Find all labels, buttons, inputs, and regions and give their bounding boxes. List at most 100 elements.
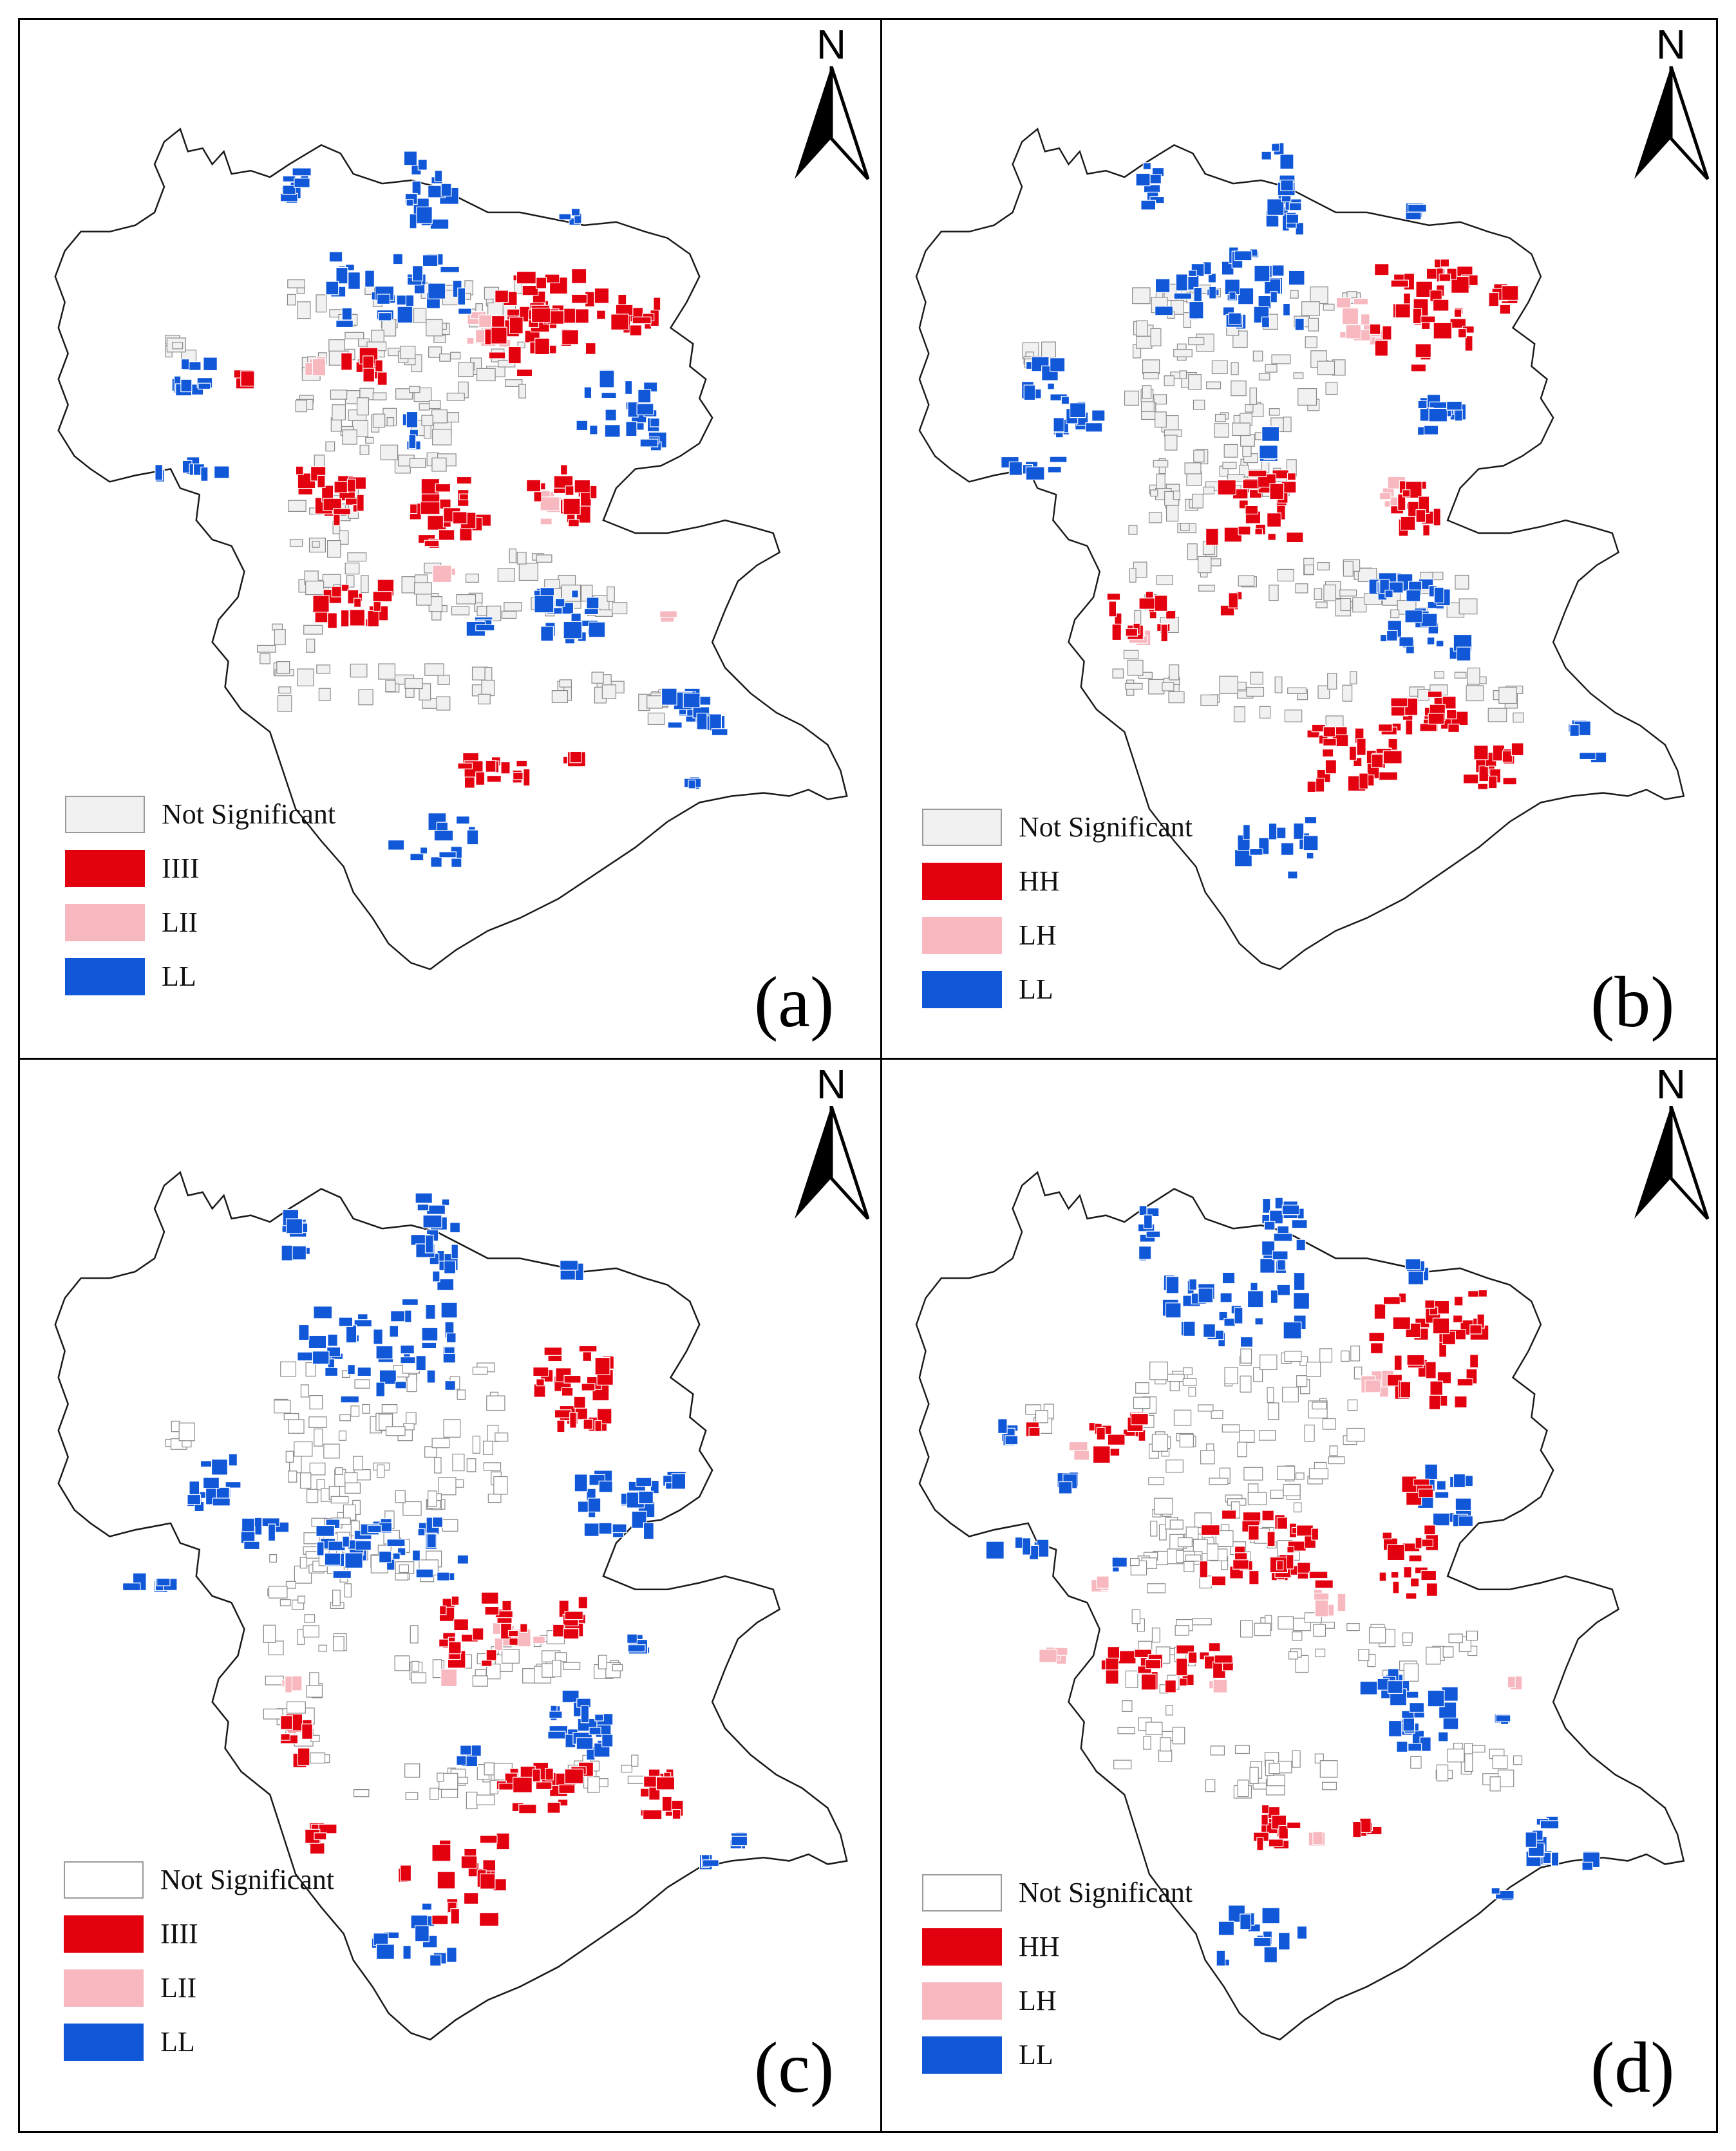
parcel-ll	[560, 1260, 579, 1271]
parcel-ns	[309, 1395, 323, 1410]
parcel-ns	[263, 1624, 276, 1643]
parcel-ns	[1251, 403, 1264, 417]
parcel-ns	[288, 1470, 297, 1483]
parcel-ns	[1205, 1779, 1216, 1792]
parcel-lh	[1096, 1575, 1109, 1589]
parcel-ll	[325, 281, 339, 296]
parcel-ll	[409, 213, 417, 229]
parcel-ll	[1280, 180, 1294, 191]
parcel-ns	[631, 1754, 639, 1767]
parcel-ll	[475, 624, 495, 632]
parcel-hh	[1228, 592, 1239, 608]
parcel-ll	[636, 1477, 652, 1487]
parcel-ll	[421, 1902, 433, 1911]
parcel-lh	[466, 337, 475, 345]
parcel-ll	[225, 1481, 241, 1489]
parcel-ll	[411, 1550, 421, 1561]
parcel-hh	[312, 595, 330, 614]
parcel-ns	[342, 429, 357, 445]
parcel-ll	[1085, 422, 1103, 433]
parcel-ll	[440, 1302, 458, 1319]
parcel-ll	[1272, 1250, 1288, 1261]
parcel-ns	[1466, 685, 1484, 702]
parcel-ns	[344, 1482, 361, 1494]
parcel-ns	[1179, 1434, 1194, 1448]
parcel-ll	[580, 1705, 590, 1724]
parcel-ns	[172, 342, 184, 350]
parcel-ns	[1214, 414, 1226, 422]
north-letter: N	[816, 21, 847, 68]
north-arrow-icon	[1634, 1106, 1710, 1220]
parcel-ll	[1581, 1861, 1594, 1871]
parcel-ns	[1346, 291, 1357, 299]
north-arrow: N	[789, 1064, 873, 1231]
parcel-ns	[587, 1776, 600, 1793]
parcel-ll	[1405, 1258, 1421, 1270]
parcel-ll	[392, 253, 404, 265]
north-letter: N	[816, 1061, 847, 1107]
parcel-hh	[535, 1781, 552, 1790]
parcel-hh	[632, 316, 652, 324]
parcel-ll	[1025, 466, 1045, 481]
parcel-lh	[1212, 1678, 1228, 1693]
parcel-ll	[1173, 292, 1193, 300]
parcel-lh	[1039, 1649, 1057, 1663]
parcel-ll	[292, 167, 312, 176]
parcel-hh	[1160, 624, 1168, 643]
parcel-ns	[428, 346, 442, 358]
parcel-hh	[563, 498, 581, 515]
parcel-ll	[375, 1944, 395, 1960]
parcel-ns	[1210, 1745, 1225, 1756]
parcel-ll	[1218, 1921, 1235, 1936]
parcel-hh	[327, 612, 337, 629]
parcel-ns	[1346, 1622, 1360, 1631]
parcel-ll	[598, 1480, 613, 1493]
parcel-ll	[282, 185, 296, 195]
parcel-ns	[1143, 372, 1159, 380]
parcel-ns	[1155, 411, 1167, 428]
parcel-ns	[1150, 1521, 1158, 1537]
parcel-hh	[1393, 1355, 1402, 1371]
parcel-hh	[363, 368, 375, 382]
parcel-ns	[362, 1404, 370, 1414]
parcel-ns	[1492, 1755, 1508, 1769]
parcel-ns	[328, 339, 345, 352]
legend-label: LII	[160, 1972, 197, 2004]
parcel-ll	[422, 1214, 442, 1228]
parcel-hh	[1261, 1510, 1274, 1521]
parcel-ll	[241, 1517, 255, 1532]
parcel-ns	[1188, 374, 1202, 390]
parcel-group-hh	[1106, 258, 1524, 793]
legend-swatch	[65, 850, 145, 887]
parcel-ns	[472, 1366, 488, 1375]
parcel-hh	[558, 1784, 576, 1794]
parcel-hh	[1382, 1296, 1401, 1305]
parcel-ll	[1142, 162, 1151, 170]
parcel-ns	[457, 1776, 468, 1784]
parcel-ns	[1158, 1749, 1173, 1762]
parcel-ll	[180, 359, 190, 370]
parcel-ll	[1387, 1680, 1404, 1695]
parcel-ns	[278, 686, 292, 694]
parcel-ns	[346, 575, 355, 588]
parcel-ns	[612, 1664, 623, 1671]
parcel-ns	[1184, 462, 1202, 474]
parcel-ns	[1352, 597, 1367, 613]
parcel-hh	[536, 277, 547, 289]
parcel-hh	[1297, 1562, 1311, 1573]
parcel-ll	[547, 1731, 566, 1740]
parcel-ll	[1261, 316, 1270, 328]
parcel-hh	[1234, 1552, 1248, 1561]
parcel-hh	[564, 1611, 583, 1620]
parcel-ll	[189, 1480, 200, 1496]
parcel-ll	[444, 1346, 455, 1355]
parcel-ns	[1179, 370, 1187, 379]
parcel-ns	[1133, 1396, 1151, 1409]
parcel-ns	[536, 554, 552, 563]
parcel-hh	[580, 491, 592, 509]
parcel-hh	[507, 346, 522, 364]
parcel-ns	[424, 425, 431, 439]
parcel-ns	[296, 287, 305, 294]
parcel-ll	[1273, 1233, 1293, 1242]
parcel-ns	[1346, 1427, 1365, 1442]
